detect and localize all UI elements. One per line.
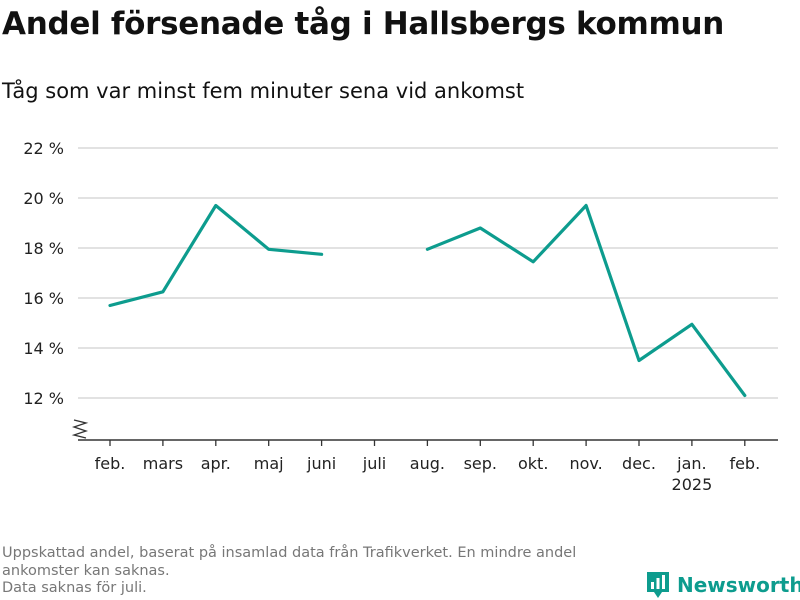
x-axis-ticks: feb. mars apr. maj juni juli aug. sep. okt. nov. d… bbox=[95, 440, 760, 494]
brand-name: Newsworthy bbox=[677, 573, 800, 597]
footnote-line: Uppskattad andel, baserat på insamlad da… bbox=[2, 545, 577, 561]
x-tick-label: dec. bbox=[622, 454, 656, 473]
y-tick-label: 22 % bbox=[23, 139, 64, 158]
x-tick-label: sep. bbox=[464, 454, 497, 473]
y-tick-label: 20 % bbox=[23, 189, 64, 208]
y-axis-ticks: 12 % 14 % 16 % 18 % 20 % 22 % bbox=[23, 139, 64, 408]
x-year-label: 2025 bbox=[672, 475, 713, 494]
footnote: Uppskattad andel, baserat på insamlad da… bbox=[2, 545, 642, 598]
x-tick-label: okt. bbox=[518, 454, 548, 473]
brand-logo: Newsworthy bbox=[645, 570, 800, 600]
series-lines bbox=[108, 203, 747, 398]
series-line bbox=[108, 203, 324, 308]
y-tick-label: 18 % bbox=[23, 239, 64, 258]
x-tick-label: nov. bbox=[569, 454, 602, 473]
x-tick-label: jan. bbox=[676, 454, 706, 473]
chart-title: Andel försenade tåg i Hallsbergs kommun bbox=[2, 6, 725, 42]
series-line bbox=[425, 203, 747, 398]
x-axis bbox=[71, 419, 778, 441]
x-tick-label: aug. bbox=[410, 454, 445, 473]
footnote-line: ankomster kan saknas. bbox=[2, 562, 170, 579]
x-tick-label: apr. bbox=[201, 454, 231, 473]
x-tick-label: juli bbox=[362, 454, 386, 473]
x-tick-label: mars bbox=[143, 454, 183, 473]
grid-lines bbox=[78, 147, 778, 399]
footnote-line: Data saknas för juli. bbox=[2, 580, 147, 596]
x-tick-label: feb. bbox=[729, 454, 760, 473]
x-tick-label: maj bbox=[254, 454, 284, 473]
line-chart: 12 % 14 % 16 % 18 % 20 % 22 % feb. mars apr. maj… bbox=[23, 139, 778, 494]
y-tick-label: 14 % bbox=[23, 339, 64, 358]
x-tick-label: feb. bbox=[95, 454, 126, 473]
y-tick-label: 16 % bbox=[23, 289, 64, 308]
x-tick-label: juni bbox=[306, 454, 336, 473]
axis-break-icon bbox=[71, 419, 89, 439]
chart-subtitle: Tåg som var minst fem minuter sena vid a… bbox=[2, 79, 525, 103]
y-tick-label: 12 % bbox=[23, 389, 64, 408]
bar-chart-logo-icon bbox=[647, 572, 669, 598]
